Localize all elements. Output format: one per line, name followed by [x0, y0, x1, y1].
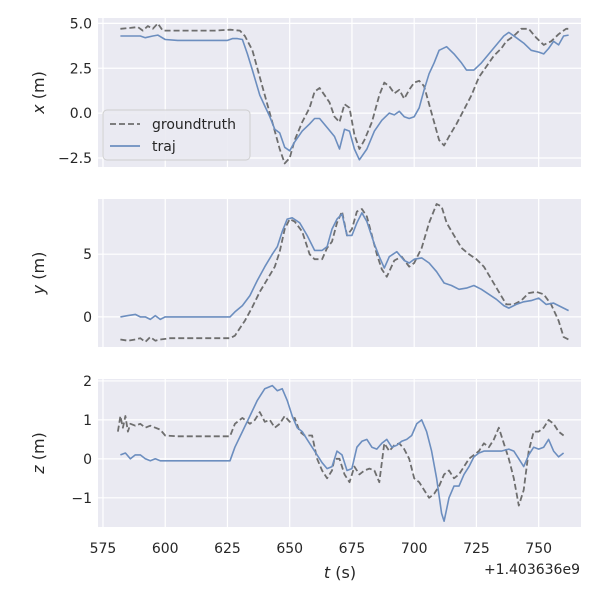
- panel-background: [98, 199, 581, 347]
- y-tick-label: 5: [83, 247, 92, 263]
- y-axis-label: y (m): [29, 252, 48, 296]
- y-axis-var: y: [29, 284, 48, 295]
- panel-z: −1 0 1 2 z (m): [29, 374, 581, 527]
- y-tick-label: −1: [71, 491, 92, 507]
- x-tick-label: 675: [339, 541, 366, 557]
- series-traj-x: [120, 31, 569, 161]
- y-tick-label: 1: [83, 413, 92, 429]
- x-axis-var: t: [324, 563, 331, 582]
- series-traj-y: [120, 212, 569, 321]
- panel-y: 0 5 y (m): [29, 199, 581, 347]
- legend-traj-label: traj: [152, 139, 176, 155]
- x-axis-unit: (s): [330, 563, 356, 582]
- y-axis-unit: (m): [29, 71, 48, 104]
- series-traj-z: [120, 384, 565, 522]
- x-tick-label: 575: [90, 541, 117, 557]
- y-tick-label: 0: [83, 310, 92, 326]
- y-axis-label: z (m): [29, 432, 48, 475]
- y-tick-label: 5.0: [70, 16, 92, 32]
- series-groundtruth-y: [120, 203, 570, 343]
- series-groundtruth-x: [120, 22, 571, 165]
- y-axis-unit: (m): [29, 252, 48, 285]
- x-axis-label: t (s): [324, 563, 356, 582]
- y-axis-label: x (m): [29, 71, 48, 115]
- x-tick-label: 725: [463, 541, 490, 557]
- y-axis-var: z: [29, 465, 48, 475]
- x-tick-label: 625: [214, 541, 241, 557]
- x-tick-label: 600: [152, 541, 179, 557]
- y-tick-label: 0.0: [70, 106, 92, 122]
- y-tick-label: 0: [83, 452, 92, 468]
- y-axis-var: x: [29, 104, 48, 115]
- y-tick-label: 2: [83, 374, 92, 390]
- y-axis-unit: (m): [29, 432, 48, 465]
- legend-frame: [102, 109, 251, 161]
- x-axis-offset-label: +1.403636e9: [484, 562, 580, 578]
- legend-groundtruth-label: groundtruth: [152, 117, 236, 133]
- y-tick-label: 2.5: [70, 61, 92, 77]
- y-tick-label: −2.5: [58, 151, 92, 167]
- x-tick-label: 750: [525, 541, 552, 557]
- series-groundtruth-z: [117, 411, 565, 507]
- x-tick-label: 700: [401, 541, 428, 557]
- legend: groundtruth traj: [102, 109, 251, 161]
- x-tick-label: 650: [276, 541, 303, 557]
